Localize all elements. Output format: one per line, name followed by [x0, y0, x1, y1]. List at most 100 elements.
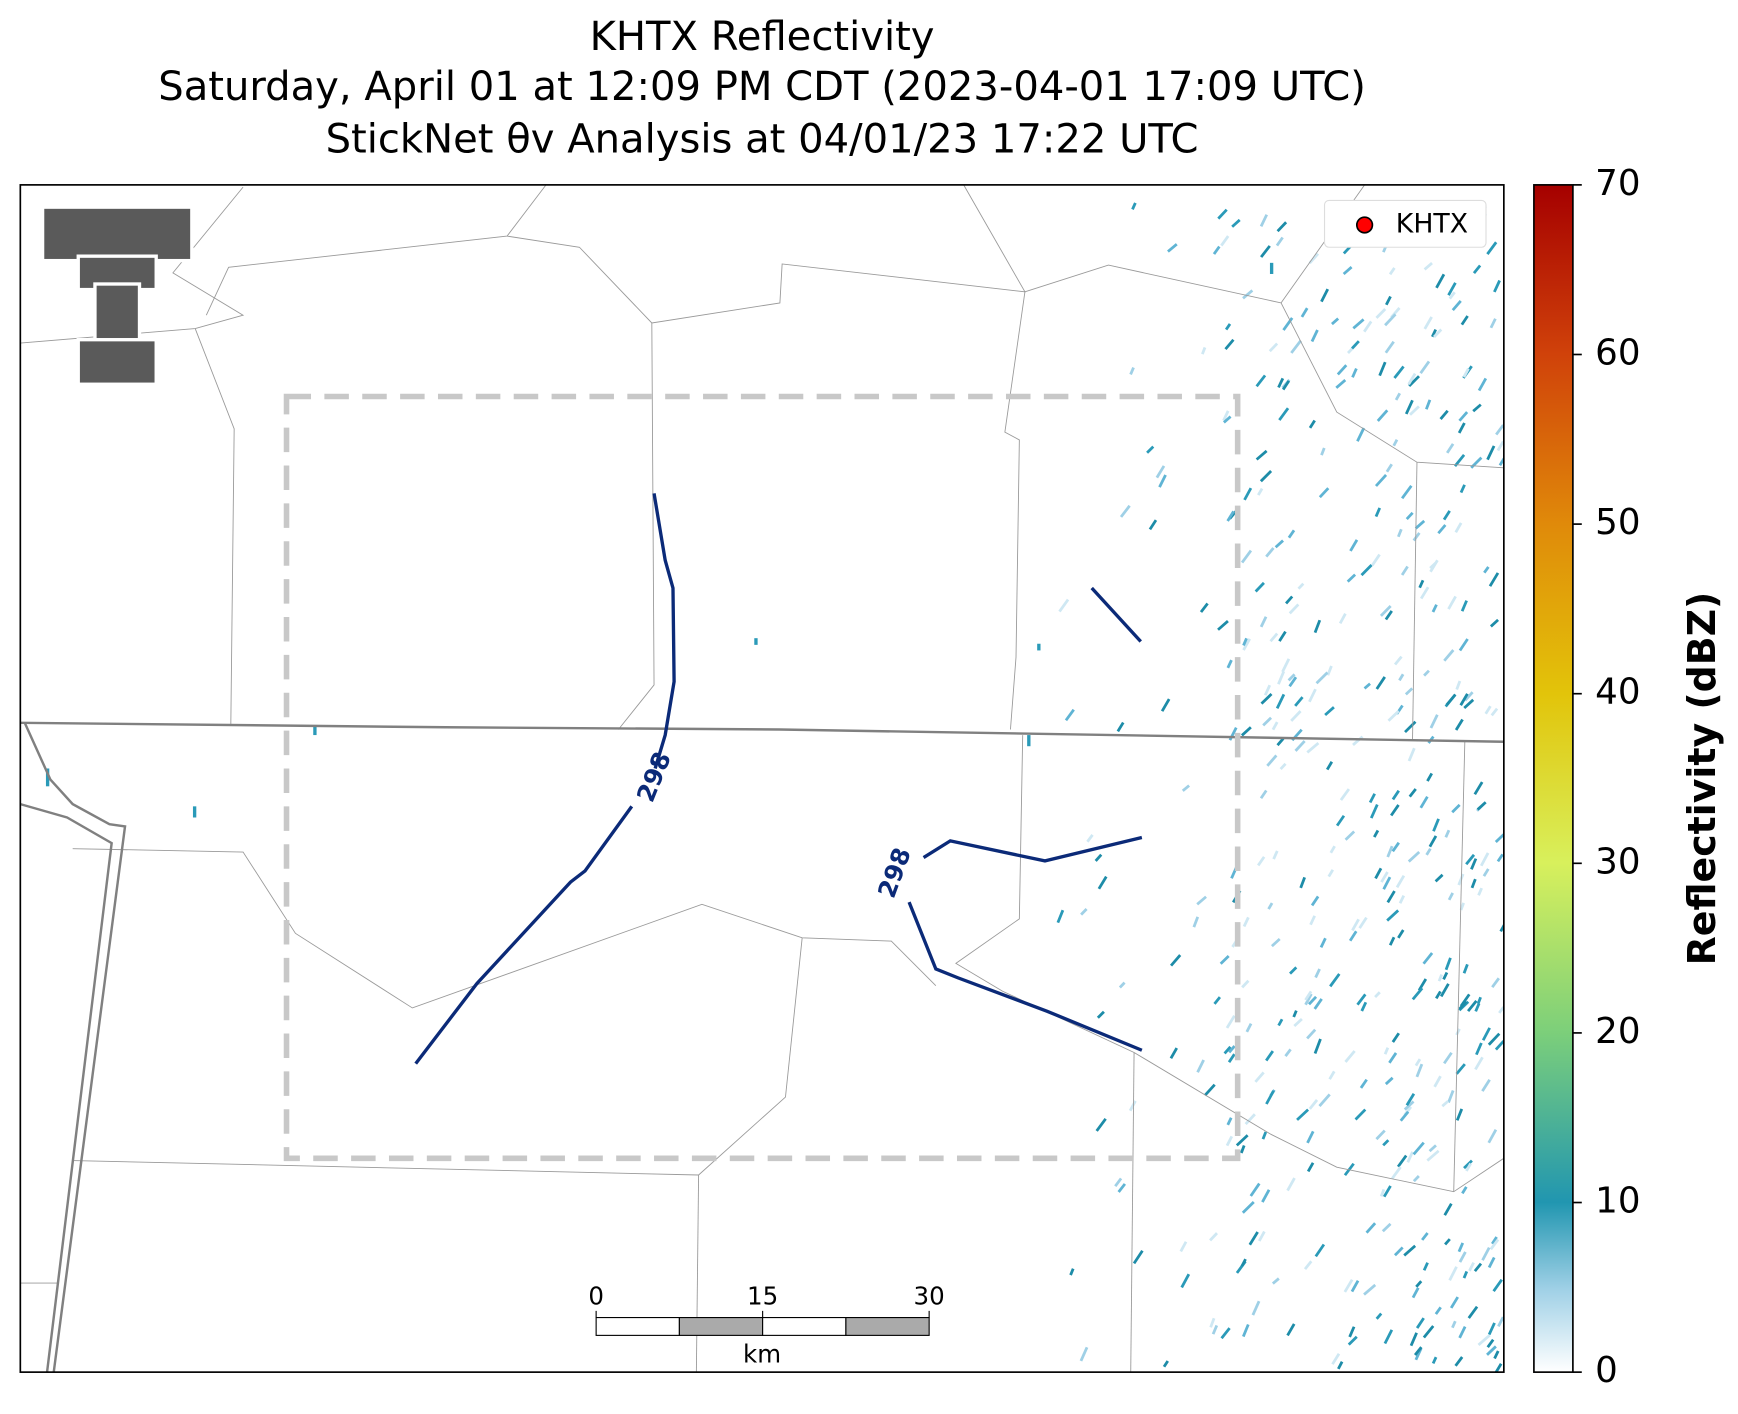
- radar-echo: [1228, 1045, 1236, 1054]
- radar-echo: [1375, 1129, 1386, 1141]
- radar-echo: [1371, 553, 1381, 567]
- radar-echo: [1470, 878, 1477, 889]
- radar-echo: [1475, 1042, 1483, 1056]
- radar-echo: [1227, 1053, 1236, 1063]
- radar-echo: [1373, 829, 1380, 838]
- radar-echo: [1462, 368, 1470, 378]
- radar-echo: [1329, 973, 1341, 988]
- radar-echo: [1431, 604, 1438, 613]
- radar-echo: [1241, 1200, 1255, 1214]
- radar-echo: [1258, 1230, 1266, 1242]
- radar-echo: [1399, 1110, 1410, 1122]
- radar-echo: [1336, 364, 1348, 376]
- radar-echo: [1460, 600, 1468, 612]
- radar-echo: [1412, 532, 1421, 542]
- radar-echo: [1487, 1256, 1496, 1269]
- radar-echo: [1363, 320, 1373, 333]
- radar-echo: [1417, 978, 1428, 992]
- radar-echo: [45, 768, 50, 787]
- radar-echo: [1269, 262, 1274, 274]
- radar-echo: [1272, 850, 1279, 860]
- radar-echo: [1363, 682, 1371, 690]
- radar-echo: [1275, 693, 1286, 709]
- radar-echo: [1096, 1010, 1105, 1019]
- radar-echo: [1393, 1246, 1404, 1257]
- radar-echo: [1319, 937, 1327, 948]
- radar-echo: [1318, 1093, 1331, 1107]
- radar-echo: [1384, 313, 1397, 327]
- radar-echo: [1405, 1093, 1416, 1106]
- colorbar-ticks: 0 10 20 30 40 50 60 70: [1572, 163, 1641, 1391]
- radar-echo: [1220, 1327, 1231, 1340]
- radar-echo: [1433, 328, 1443, 338]
- radar-echo: [1281, 658, 1291, 673]
- map-frame: [19, 184, 1505, 1373]
- radar-echo: [1423, 669, 1430, 677]
- radar-echo: [1481, 1247, 1491, 1261]
- colorbar-tick-label: 50: [1595, 502, 1640, 543]
- radar-echo: [1064, 708, 1075, 722]
- radar-echo: [1241, 979, 1250, 989]
- contour-line: [652, 493, 676, 769]
- radar-echo: [1304, 993, 1313, 1006]
- radar-echo: [1414, 519, 1426, 530]
- radar-echo: [1308, 1099, 1319, 1110]
- radar-echo: [1255, 449, 1268, 461]
- radar-echo: [1375, 1312, 1383, 1320]
- radar-echo: [754, 638, 758, 645]
- radar-echo: [1346, 573, 1357, 583]
- radar-echo: [1286, 1323, 1296, 1337]
- radar-echo: [1314, 1243, 1326, 1258]
- radar-echo: [1329, 845, 1336, 854]
- radar-echo: [1386, 890, 1396, 904]
- radar-echo: [1342, 266, 1353, 276]
- radar-echo: [1058, 598, 1070, 613]
- radar-echo: [1251, 1300, 1261, 1316]
- radar-echo: [1358, 916, 1368, 929]
- radar-echo: [1219, 955, 1230, 965]
- radar-echo: [1391, 841, 1400, 853]
- radar-echo: [1349, 539, 1359, 552]
- radar-echo: [1460, 315, 1469, 326]
- radar-echo: [1158, 474, 1167, 488]
- radar-echo: [1242, 916, 1250, 928]
- title: KHTX Reflectivity: [590, 14, 935, 60]
- radar-echo: [1463, 698, 1475, 710]
- radar-echo: [1414, 1347, 1423, 1361]
- radar-echo: [1419, 795, 1429, 809]
- radar-echo: [1260, 245, 1271, 258]
- radar-echo: [1313, 619, 1322, 634]
- radar-echo: [1328, 1070, 1336, 1080]
- radar-echo: [1492, 1363, 1503, 1373]
- colorbar-tick-label: 0: [1595, 1350, 1618, 1391]
- radar-echo: [1455, 1063, 1466, 1075]
- radar-echo: [1379, 605, 1392, 617]
- radar-echo: [1287, 673, 1296, 682]
- radar-echo: [1447, 282, 1457, 296]
- radar-echo: [1344, 830, 1356, 841]
- radar-echo: [1415, 1280, 1423, 1288]
- radar-echo: [1288, 676, 1298, 688]
- radar-echo: [1474, 1002, 1481, 1012]
- radar-echo: [1285, 595, 1294, 605]
- radar-echo: [1386, 845, 1394, 858]
- radar-echo: [1310, 895, 1320, 907]
- radar-echo: [1422, 952, 1434, 965]
- radar-echo: [1262, 716, 1273, 727]
- radar-echo: [1196, 895, 1207, 906]
- radar-echo: [1374, 507, 1382, 518]
- radar-echo: [1494, 833, 1504, 844]
- radar-echo: [1131, 202, 1137, 210]
- radar-echo: [1423, 316, 1433, 330]
- radar-echo: [1331, 1353, 1341, 1365]
- radar-echo: [1284, 1048, 1292, 1057]
- radar-echo: [1447, 595, 1457, 610]
- radar-echo: [313, 726, 317, 736]
- radar-echo: [1454, 1356, 1464, 1367]
- radar-echo: [1027, 735, 1031, 747]
- radar-echo: [1290, 710, 1302, 722]
- radar-echo: [1474, 1056, 1484, 1071]
- radar-echo: [1496, 853, 1504, 863]
- radar-echo: [1458, 411, 1469, 422]
